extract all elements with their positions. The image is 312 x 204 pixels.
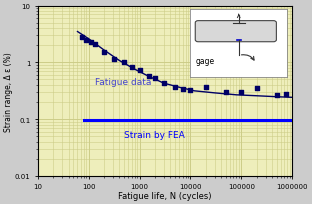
Text: Fatigue data: Fatigue data — [95, 77, 151, 86]
Point — [223, 91, 228, 94]
Point — [161, 82, 166, 85]
Point — [84, 39, 89, 42]
Point — [283, 93, 288, 96]
Point — [80, 36, 85, 39]
Point — [102, 51, 107, 54]
Point — [146, 75, 151, 78]
Point — [239, 91, 244, 95]
Point — [203, 86, 208, 89]
Point — [254, 86, 259, 90]
Point — [129, 66, 134, 70]
Point — [274, 93, 279, 97]
Point — [152, 78, 157, 81]
X-axis label: Fatigue life, N (cycles): Fatigue life, N (cycles) — [118, 191, 212, 200]
Point — [188, 89, 193, 93]
Y-axis label: Strain range, Δ ε (%): Strain range, Δ ε (%) — [4, 52, 13, 131]
Point — [137, 70, 142, 73]
Point — [88, 41, 93, 44]
Point — [92, 43, 97, 47]
Point — [180, 88, 185, 91]
Point — [122, 61, 127, 65]
Point — [112, 58, 117, 61]
Text: Strain by FEA: Strain by FEA — [124, 131, 185, 140]
Point — [173, 86, 178, 89]
